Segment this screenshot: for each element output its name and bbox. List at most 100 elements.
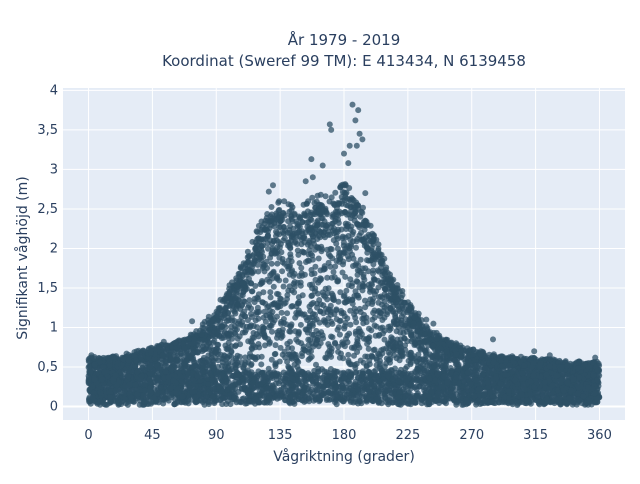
scatter-point <box>411 355 417 361</box>
scatter-point <box>200 364 206 370</box>
scatter-point <box>408 332 414 338</box>
scatter-point <box>279 268 285 274</box>
scatter-point <box>340 234 346 240</box>
scatter-point <box>386 357 392 363</box>
scatter-point <box>349 252 355 258</box>
scatter-point <box>397 357 403 363</box>
scatter-point <box>334 258 340 264</box>
scatter-point <box>283 321 289 327</box>
scatter-point <box>169 394 175 400</box>
scatter-point <box>312 288 318 294</box>
scatter-point <box>292 271 298 277</box>
scatter-point <box>269 251 275 257</box>
scatter-point <box>247 351 253 357</box>
scatter-point <box>367 289 373 295</box>
scatter-point <box>335 327 341 333</box>
scatter-point <box>362 354 368 360</box>
scatter-point <box>289 303 295 309</box>
scatter-point <box>297 260 303 266</box>
scatter-point <box>268 294 274 300</box>
scatter-point <box>346 358 352 364</box>
scatter-point <box>278 394 284 400</box>
scatter-point <box>349 297 355 303</box>
scatter-point <box>325 350 331 356</box>
scatter-point <box>415 363 421 369</box>
scatter-point <box>370 296 376 302</box>
scatter-point <box>361 277 367 283</box>
scatter-point <box>252 296 258 302</box>
scatter-point <box>264 259 270 265</box>
scatter-point <box>296 330 302 336</box>
scatter-point <box>370 310 376 316</box>
scatter-point <box>365 268 371 274</box>
scatter-point <box>284 341 290 347</box>
scatter-point <box>274 261 280 267</box>
scatter-point <box>373 355 379 361</box>
scatter-point <box>320 310 326 316</box>
scatter-point <box>268 315 274 321</box>
scatter-point <box>364 341 370 347</box>
scatter-point <box>366 282 372 288</box>
scatter-point <box>256 344 262 350</box>
scatter-point <box>278 321 284 327</box>
scatter-point <box>266 324 272 330</box>
scatter-point <box>289 321 295 327</box>
scatter-point <box>224 354 230 360</box>
scatter-point <box>233 355 239 361</box>
scatter-point <box>308 348 314 354</box>
scatter-point <box>360 282 366 288</box>
scatter-point <box>372 347 378 353</box>
scatter-point <box>253 311 259 317</box>
scatter-point <box>267 289 273 295</box>
scatter-point <box>323 355 329 361</box>
scatter-point <box>415 343 421 349</box>
scatter-point <box>337 250 343 256</box>
scatter-point <box>324 247 330 253</box>
scatter-point <box>379 302 385 308</box>
scatter-point <box>386 327 392 333</box>
scatter-point <box>286 264 292 270</box>
scatter-point <box>337 289 343 295</box>
scatter-point <box>183 362 189 368</box>
scatter-point <box>422 349 428 355</box>
scatter-point <box>358 257 364 263</box>
scatter-point <box>266 279 272 285</box>
scatter-point <box>348 237 354 243</box>
scatter-point <box>172 401 178 407</box>
scatter-point <box>237 341 243 347</box>
scatter-point <box>331 237 337 243</box>
scatter-point <box>330 334 336 340</box>
scatter-point <box>304 317 310 323</box>
scatter-point <box>175 357 181 363</box>
scatter-point <box>254 324 260 330</box>
scatter-point <box>453 358 459 364</box>
scatter-point <box>353 245 359 251</box>
scatter-point <box>298 283 304 289</box>
scatter-point <box>299 350 305 356</box>
scatter-point <box>287 329 293 335</box>
scatter-point <box>248 306 254 312</box>
scatter-point <box>252 355 258 361</box>
scatter-point <box>332 264 338 270</box>
scatter-point <box>204 342 210 348</box>
scatter-point <box>338 308 344 314</box>
scatter-point <box>163 360 169 366</box>
scatter-point <box>320 302 326 308</box>
scatter-point <box>320 335 326 341</box>
scatter-point <box>343 288 349 294</box>
scatter-point <box>235 321 241 327</box>
scatter-point <box>341 326 347 332</box>
scatter-point <box>262 335 268 341</box>
scatter-point <box>303 259 309 265</box>
scatter-point <box>224 318 230 324</box>
scatter-point <box>316 256 322 262</box>
scatter-point <box>279 310 285 316</box>
scatter-point <box>431 360 437 366</box>
scatter-point <box>329 346 335 352</box>
scatter-point <box>350 263 356 269</box>
scatter-point <box>292 315 298 321</box>
scatter-point <box>408 361 414 367</box>
scatter-point <box>213 346 219 352</box>
scatter-point <box>362 298 368 304</box>
